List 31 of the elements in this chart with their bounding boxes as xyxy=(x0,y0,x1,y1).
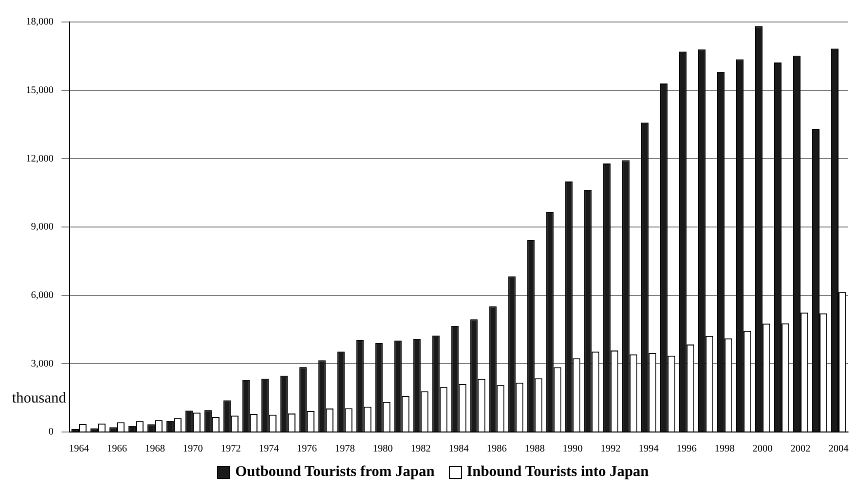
x-tick-label: 1986 xyxy=(486,444,507,455)
x-tick-label: 1976 xyxy=(296,444,317,455)
x-tick-label: 1984 xyxy=(448,444,469,455)
x-tick-label: 2000 xyxy=(752,444,773,455)
y-tick-label: 6,000 xyxy=(31,290,54,301)
x-tick-label: 2002 xyxy=(790,444,811,455)
x-tick-label: 2004 xyxy=(828,444,849,455)
x-tick-label: 1992 xyxy=(600,444,621,455)
y-axis-title: thousand xyxy=(12,390,67,407)
x-tick-label: 1978 xyxy=(334,444,355,455)
text: Inbound Tourists into Japan xyxy=(466,464,649,481)
y-tick-label: 15,000 xyxy=(26,84,54,96)
x-tick-label: 1982 xyxy=(410,444,431,455)
x-tick-label: 1980 xyxy=(372,444,393,455)
y-tick-label: 9,000 xyxy=(31,222,54,233)
x-tick-label: 1972 xyxy=(220,444,241,455)
y-tick-label: 0 xyxy=(48,426,54,438)
x-tick-label: 1998 xyxy=(714,444,735,455)
x-tick-label: 1964 xyxy=(68,444,89,455)
y-tick-label: 3,000 xyxy=(31,358,54,370)
x-tick-label: 1988 xyxy=(524,444,545,455)
y-tick-label: 12,000 xyxy=(26,153,54,164)
x-tick-label: 1966 xyxy=(106,444,127,455)
x-tick-label: 1970 xyxy=(182,444,203,455)
x-tick-label: 1974 xyxy=(258,444,279,455)
legend-label: Outbound Tourists from Japan xyxy=(235,464,435,481)
y-tick-label: 18,000 xyxy=(26,16,54,28)
x-tick-label: 1990 xyxy=(562,444,583,455)
x-tick-label: 1996 xyxy=(676,444,697,455)
x-tick-label: 1994 xyxy=(638,444,659,455)
x-tick-label: 1968 xyxy=(144,444,165,455)
